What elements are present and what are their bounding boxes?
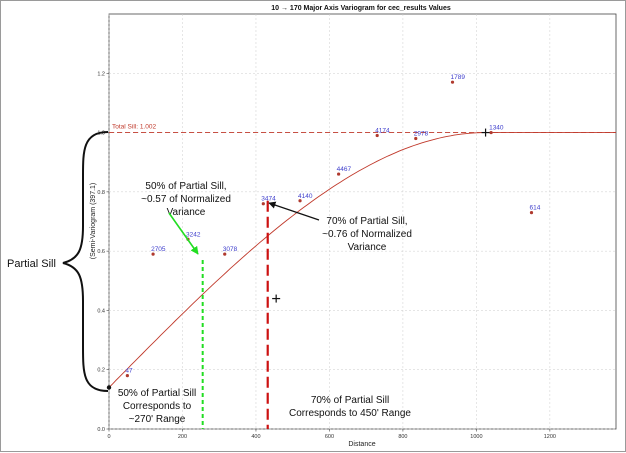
data-point — [375, 133, 379, 138]
x-tick-label: 0 — [107, 434, 110, 440]
bottom-left-note-line-1: 50% of Partial Sill — [118, 388, 196, 399]
total-sill-label: Total Sill: 1.002 — [112, 124, 156, 131]
data-point — [151, 252, 155, 256]
bottom-left-annotation: 50% of Partial Sill Corresponds to ~270'… — [118, 388, 196, 425]
data-point — [223, 252, 227, 256]
bottom-left-note-line-3: ~270' Range — [129, 414, 186, 425]
x-axis-label: Distance — [348, 441, 375, 448]
data-point-label: 47 — [125, 368, 133, 375]
x-axis-ticks: 0 200 400 600 800 1000 1200 — [107, 429, 556, 440]
data-point — [529, 211, 534, 215]
x-tick-label: 1200 — [544, 434, 556, 440]
data-point — [298, 199, 302, 203]
x-tick-label: 1000 — [470, 434, 482, 440]
y-axis-ticks: 0.00.20.40.60.81.01.2 — [97, 71, 109, 433]
y-tick-label: 0.0 — [97, 427, 105, 433]
chart-title: 10 → 170 Major Axis Variogram for cec_re… — [271, 5, 451, 12]
data-point — [125, 374, 129, 378]
green-annotation: 50% of Partial Sill, ~0.57 of Normalized… — [141, 181, 231, 255]
x-tick-label: 600 — [325, 434, 334, 440]
red-note-line-3: Variance — [348, 242, 387, 253]
x-tick-label: 200 — [178, 434, 187, 440]
data-point-label: 1789 — [451, 74, 466, 81]
data-point-label: 3242 — [186, 231, 201, 238]
y-tick-label: 1.2 — [97, 71, 105, 77]
data-point — [337, 172, 341, 176]
green-note-arrow — [168, 212, 199, 255]
data-point — [414, 136, 418, 141]
data-point-label: 3474 — [261, 196, 276, 203]
green-note-line-2: ~0.57 of Normalized — [141, 194, 231, 205]
y-axis-label: (Semi-Variogram (397.1) — [90, 183, 97, 260]
data-point-label: 4467 — [337, 166, 352, 173]
bottom-right-annotation: 70% of Partial Sill Corresponds to 450' … — [289, 395, 411, 419]
y-tick-label: 0.4 — [97, 308, 105, 314]
red-annotation: 70% of Partial Sill, ~0.76 of Normalized… — [268, 201, 412, 253]
x-tick-label: 800 — [398, 434, 407, 440]
variogram-model-curve — [108, 132, 616, 388]
data-point-label: 1340 — [489, 125, 504, 132]
bottom-right-note-line-1: 70% of Partial Sill — [311, 395, 389, 406]
data-point-label: 3078 — [223, 246, 238, 253]
red-note-arrow — [268, 201, 320, 221]
data-point-label: 2978 — [414, 131, 429, 138]
bottom-right-note-line-2: Corresponds to 450' Range — [289, 408, 411, 419]
data-point-label: 4140 — [298, 193, 313, 200]
variogram-points: 47 2705 3242 3078 3474 4140 4467 4174 2978 1789 13… — [125, 74, 541, 378]
data-point-label: 4174 — [375, 128, 390, 135]
red-note-line-2: ~0.76 of Normalized — [322, 229, 412, 240]
y-tick-label: 0.2 — [97, 368, 105, 374]
y-tick-label: 0.6 — [97, 249, 105, 255]
plot-area — [108, 13, 617, 430]
data-point-label: 2705 — [151, 246, 166, 253]
data-point — [489, 130, 493, 135]
plus-markers — [272, 128, 490, 303]
partial-sill-label: Partial Sill — [7, 258, 56, 270]
red-note-line-1: 70% of Partial Sill, — [326, 216, 407, 227]
x-tick-label: 400 — [251, 434, 260, 440]
green-note-line-3: Variance — [167, 207, 206, 218]
nugget-point — [106, 385, 112, 390]
data-point-label: 614 — [530, 205, 541, 212]
y-tick-label: 0.8 — [97, 190, 105, 196]
data-point — [261, 202, 265, 206]
partial-sill-brace — [62, 131, 109, 392]
data-point — [450, 80, 455, 84]
bottom-left-note-line-2: Corresponds to — [123, 401, 192, 412]
green-note-line-1: 50% of Partial Sill, — [145, 181, 226, 192]
